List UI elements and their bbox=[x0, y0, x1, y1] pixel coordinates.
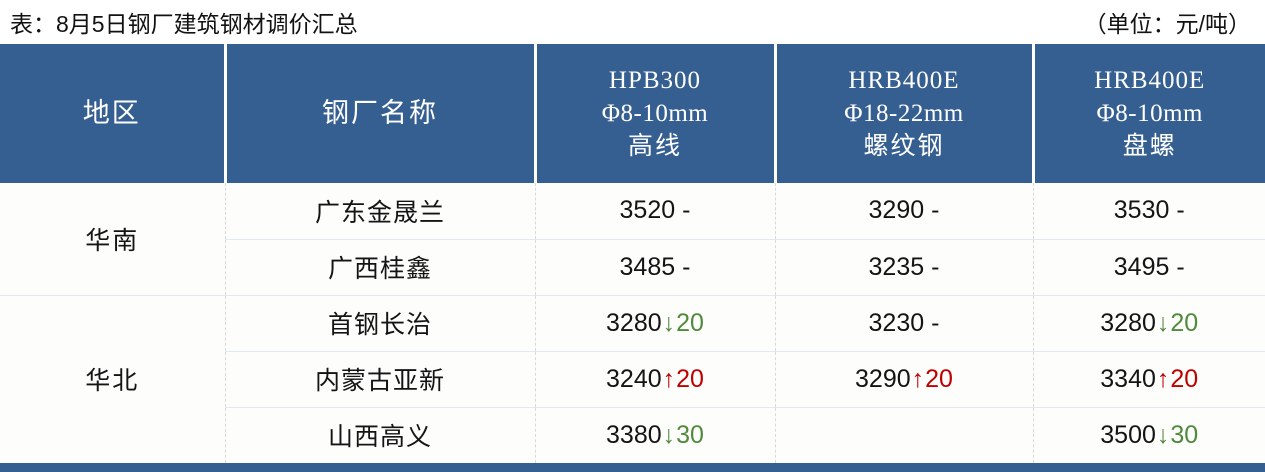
hpb300-grade: HPB300 bbox=[608, 67, 702, 94]
hpb300-product: 高线 bbox=[627, 133, 682, 160]
title-bar: 表：8月5日钢厂建筑钢材调价汇总 （单位：元/吨） bbox=[0, 0, 1265, 44]
hpb300-diameter: Φ8-10mm bbox=[601, 100, 709, 127]
table-row: 内蒙古亚新 3240↑20 3290↑20 3340↑20 bbox=[0, 351, 1265, 408]
price-value: 3235 bbox=[868, 252, 925, 281]
price-value: 3280 bbox=[1100, 308, 1156, 337]
price-cell-coil: 3500↓30 bbox=[1033, 407, 1265, 463]
price-value: 3290 bbox=[868, 196, 925, 225]
hrb400e-coil-diameter: Φ8-10mm bbox=[1096, 100, 1203, 127]
arrow-down-icon: ↓ bbox=[1156, 420, 1170, 449]
price-cell-coil: 3530- bbox=[1033, 183, 1265, 240]
price-cell-hpb300: 3380↓30 bbox=[535, 407, 776, 463]
column-header-mill: 钢厂名称 bbox=[223, 44, 537, 183]
arrow-down-icon: ↓ bbox=[662, 308, 676, 337]
hrb400e-rebar-diameter: Φ18-22mm bbox=[844, 100, 964, 127]
table-row: 华北 首钢长治 3280↓20 3230- 3280↓20 bbox=[0, 294, 1265, 464]
price-value: 3230 bbox=[868, 308, 925, 337]
unit-label: （单位：元/吨） bbox=[1083, 11, 1251, 37]
column-header-hrb400e-rebar: HRB400E Φ18-22mm 螺纹钢 bbox=[773, 44, 1035, 183]
table-header: 地区 钢厂名称 HPB300 Φ8-10mm 高线 HRB400E Φ18-22… bbox=[0, 44, 1265, 183]
steel-price-table: 地区 钢厂名称 HPB300 Φ8-10mm 高线 HRB400E Φ18-22… bbox=[0, 44, 1265, 464]
mill-name: 山西高义 bbox=[225, 407, 536, 463]
mill-name: 内蒙古亚新 bbox=[225, 351, 536, 408]
change-value: 30 bbox=[1170, 420, 1199, 449]
price-value: 3500 bbox=[1100, 420, 1156, 449]
hrb400e-coil-grade: HRB400E bbox=[1094, 67, 1206, 94]
region-cell-north: 华北 bbox=[0, 294, 226, 464]
price-value: 3340 bbox=[1100, 364, 1156, 393]
column-header-hrb400e-coil: HRB400E Φ8-10mm 盘螺 bbox=[1031, 44, 1265, 183]
change-value: 30 bbox=[676, 420, 704, 449]
hrb400e-coil-product: 盘螺 bbox=[1122, 133, 1177, 160]
arrow-up-icon: ↑ bbox=[911, 364, 925, 393]
price-value: 3485 bbox=[619, 252, 676, 281]
change-flat: - bbox=[931, 252, 940, 281]
price-value: 3520 bbox=[619, 196, 676, 225]
region-cell-south: 华南 bbox=[0, 183, 226, 296]
arrow-down-icon: ↓ bbox=[1156, 308, 1170, 337]
column-header-hpb300-wirerod: HPB300 Φ8-10mm 高线 bbox=[533, 44, 777, 183]
change-flat: - bbox=[682, 196, 691, 225]
change-flat: - bbox=[1176, 252, 1185, 281]
table-bottom-rule bbox=[0, 463, 1265, 472]
header-row: 地区 钢厂名称 HPB300 Φ8-10mm 高线 HRB400E Φ18-22… bbox=[0, 44, 1265, 183]
mill-name: 首钢长治 bbox=[225, 294, 536, 352]
price-cell-hpb300: 3280↓20 bbox=[535, 294, 776, 352]
price-value: 3280 bbox=[606, 308, 662, 337]
price-value: 3380 bbox=[606, 420, 662, 449]
price-cell-rebar: 3290↑20 bbox=[775, 351, 1034, 408]
price-table-container: 地区 钢厂名称 HPB300 Φ8-10mm 高线 HRB400E Φ18-22… bbox=[0, 44, 1265, 472]
column-header-region-label: 地区 bbox=[82, 97, 141, 128]
column-header-region: 地区 bbox=[0, 44, 227, 183]
mill-name: 广西桂鑫 bbox=[225, 239, 536, 296]
change-value: 20 bbox=[925, 364, 953, 393]
price-value: 3240 bbox=[606, 364, 662, 393]
hrb400e-rebar-product: 螺纹钢 bbox=[863, 133, 945, 160]
table-row: 广西桂鑫 3485- 3235- 3495- bbox=[0, 239, 1265, 296]
change-value: 20 bbox=[1170, 364, 1199, 393]
price-cell-rebar: 3230- bbox=[775, 294, 1034, 352]
price-cell-rebar: 3290- bbox=[775, 183, 1034, 240]
arrow-down-icon: ↓ bbox=[662, 420, 676, 449]
price-value: 3290 bbox=[855, 364, 911, 393]
change-flat: - bbox=[1176, 196, 1185, 225]
price-cell-coil: 3280↓20 bbox=[1033, 294, 1265, 352]
table-row: 华南 广东金晟兰 3520- 3290- 3530- bbox=[0, 183, 1265, 296]
hrb400e-rebar-grade: HRB400E bbox=[848, 67, 960, 94]
arrow-up-icon: ↑ bbox=[1156, 364, 1170, 393]
price-cell-hpb300: 3520- bbox=[535, 183, 776, 240]
price-cell-rebar: 3235- bbox=[775, 239, 1034, 296]
change-value: 20 bbox=[676, 308, 704, 337]
table-body: 华南 广东金晟兰 3520- 3290- 3530- 广西桂鑫 3485- bbox=[0, 183, 1265, 464]
column-header-mill-label: 钢厂名称 bbox=[322, 97, 438, 128]
price-cell-hpb300: 3485- bbox=[535, 239, 776, 296]
mill-name: 广东金晟兰 bbox=[225, 183, 536, 240]
price-cell-coil: 3495- bbox=[1033, 239, 1265, 296]
price-cell-coil: 3340↑20 bbox=[1033, 351, 1265, 408]
page-title: 表：8月5日钢厂建筑钢材调价汇总 bbox=[10, 11, 358, 37]
change-value: 20 bbox=[676, 364, 704, 393]
price-cell-hpb300: 3240↑20 bbox=[535, 351, 776, 408]
price-value: 3495 bbox=[1113, 252, 1170, 281]
table-row: 山西高义 3380↓30 3500↓30 bbox=[0, 407, 1265, 463]
price-cell-rebar-empty bbox=[775, 407, 1034, 463]
change-flat: - bbox=[931, 308, 940, 337]
change-flat: - bbox=[682, 252, 691, 281]
price-value: 3530 bbox=[1113, 196, 1170, 225]
arrow-up-icon: ↑ bbox=[662, 364, 676, 393]
change-flat: - bbox=[931, 196, 940, 225]
change-value: 20 bbox=[1170, 308, 1199, 337]
